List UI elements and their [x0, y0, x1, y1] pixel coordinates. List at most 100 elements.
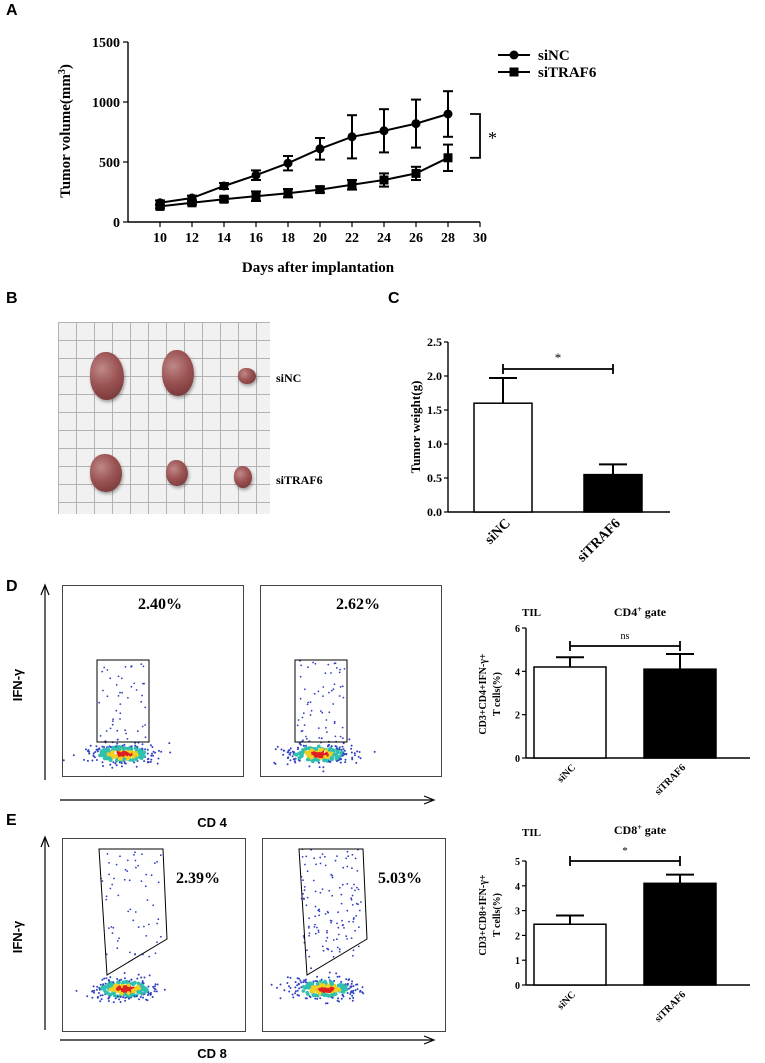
- flow-dot: [350, 887, 353, 889]
- y-tick-label: 500: [99, 156, 120, 171]
- flow-dot: [356, 988, 359, 991]
- flow-dot: [86, 995, 89, 998]
- flow-dot: [325, 940, 328, 942]
- flow-dot: [304, 688, 306, 691]
- flow-dot: [117, 695, 120, 697]
- flow-dot: [135, 753, 139, 757]
- x-tick-label: 12: [185, 231, 199, 246]
- flow-dot: [101, 880, 104, 882]
- flow-dot: [352, 918, 355, 920]
- flow-dot: [330, 993, 335, 998]
- flow-dot: [351, 904, 354, 906]
- flow-dot: [75, 989, 78, 992]
- flow-dot: [149, 760, 152, 763]
- flow-dot: [114, 983, 118, 987]
- flow-dot: [119, 703, 122, 705]
- flow-dot: [274, 762, 277, 765]
- flow-dot: [324, 864, 327, 867]
- flow-dot: [156, 860, 158, 863]
- flow-dot: [86, 759, 89, 762]
- flow-dot: [323, 754, 327, 759]
- flow-dot: [303, 886, 306, 888]
- flow-dot: [299, 753, 303, 758]
- flow-dot: [351, 999, 354, 1002]
- x-tick-label: 28: [441, 231, 455, 246]
- flow-dot: [352, 954, 354, 957]
- flow-dot: [115, 764, 118, 767]
- panel-label-b: B: [6, 290, 18, 307]
- flow-dot: [315, 863, 317, 866]
- flow-dot: [353, 883, 355, 886]
- data-point-siTRAF6: [315, 185, 325, 195]
- flow-dot: [327, 911, 330, 914]
- flow-dot: [342, 866, 345, 869]
- flow-dot: [109, 763, 112, 766]
- chart-a-ylabel: Tumor volume(mm3): [57, 64, 74, 198]
- flow-dot: [318, 991, 322, 996]
- flow-dot: [355, 761, 358, 764]
- flow-dot: [341, 745, 344, 748]
- flow-e-xaxis-label: CD 8: [197, 1046, 227, 1061]
- flow-dot: [149, 993, 152, 996]
- data-point-siNC: [283, 158, 293, 168]
- flow-dot: [154, 985, 156, 988]
- flow-dot: [330, 748, 335, 752]
- flow-dot: [314, 747, 319, 751]
- flow-dot: [317, 727, 320, 729]
- flow-dot: [314, 923, 316, 926]
- flow-dot: [346, 938, 348, 940]
- flow-dot: [96, 750, 99, 753]
- flow-dot: [144, 736, 147, 739]
- flow-dot: [351, 994, 354, 997]
- flow-dot: [112, 1001, 115, 1004]
- flow-dot: [306, 703, 309, 706]
- flow-dot: [131, 755, 136, 759]
- flow-dot: [128, 752, 133, 757]
- flow-dot: [95, 745, 98, 748]
- flow-dot: [129, 908, 132, 911]
- flow-dot: [105, 730, 108, 732]
- flow-dot: [351, 758, 354, 761]
- flow-dot: [119, 995, 122, 998]
- flow-dot: [101, 978, 104, 981]
- flow-dot: [328, 971, 331, 974]
- flow-dot: [343, 753, 346, 755]
- flow-dot: [134, 851, 136, 854]
- flow-dot: [92, 752, 95, 755]
- flow-dot: [112, 926, 115, 929]
- flow-dot: [120, 762, 123, 765]
- flow-dot: [336, 975, 339, 978]
- flow-dot: [163, 988, 166, 991]
- flow-dot: [336, 760, 339, 763]
- flow-dot: [157, 918, 160, 921]
- flow-dot: [303, 724, 306, 726]
- flow-dot: [270, 983, 273, 986]
- flow-dot: [309, 987, 314, 992]
- flow-dot: [113, 877, 115, 880]
- flow-dot: [326, 731, 328, 733]
- flow-dot: [137, 986, 141, 991]
- flow-dot: [150, 874, 153, 877]
- flow-dot: [326, 929, 328, 932]
- flow-dot: [322, 695, 324, 697]
- flow-dot: [100, 998, 103, 1001]
- flow-dot: [108, 873, 110, 876]
- flow-dot: [322, 949, 325, 952]
- flow-dot: [116, 742, 119, 745]
- flow-dot: [123, 980, 128, 984]
- flow-dot: [333, 979, 336, 982]
- flow-dot: [152, 985, 155, 988]
- flow-dot: [353, 752, 356, 755]
- tumor-sinc-2: [162, 350, 194, 396]
- flow-dot: [121, 744, 124, 747]
- flow-dot: [350, 897, 352, 900]
- flow-dot: [361, 986, 364, 989]
- flow-dot: [118, 979, 121, 982]
- flow-dot: [147, 985, 150, 988]
- flow-dot: [283, 989, 286, 992]
- significance-label: *: [555, 350, 562, 365]
- flow-dot: [151, 746, 154, 748]
- flow-dot: [327, 760, 330, 763]
- chart-d-title: CD4+ gate: [614, 605, 667, 619]
- flow-dot: [296, 724, 299, 727]
